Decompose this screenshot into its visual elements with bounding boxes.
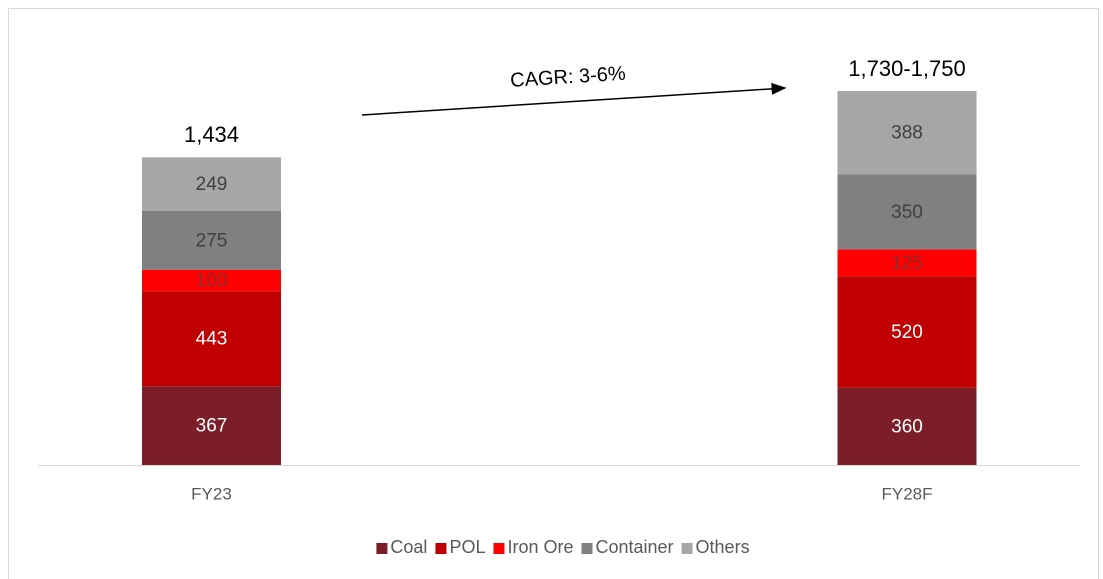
x-tick-label: FY23 bbox=[191, 484, 232, 503]
total-label: 1,434 bbox=[184, 122, 239, 147]
bar-segment bbox=[837, 387, 977, 465]
cagr-annotation: CAGR: 3-6% bbox=[510, 63, 627, 92]
data-label: 249 bbox=[196, 174, 228, 195]
bar-segment bbox=[837, 249, 977, 277]
data-label: 520 bbox=[891, 322, 923, 343]
data-label: 125 bbox=[891, 253, 923, 274]
legend-swatch bbox=[435, 543, 447, 554]
data-label: 360 bbox=[891, 416, 923, 437]
bar-segment bbox=[142, 386, 281, 465]
bar-segment bbox=[837, 174, 977, 250]
data-label: 100 bbox=[196, 270, 228, 291]
data-label: 275 bbox=[196, 230, 228, 251]
legend-label: Others bbox=[696, 537, 750, 557]
data-label: 443 bbox=[196, 329, 228, 350]
legend-label: Container bbox=[596, 537, 674, 557]
bar-segment bbox=[837, 276, 977, 388]
legend-swatch bbox=[376, 543, 388, 554]
legend-label: Coal bbox=[390, 537, 427, 557]
data-label: 350 bbox=[891, 202, 923, 223]
bar-segment bbox=[837, 91, 977, 175]
total-label: 1,730-1,750 bbox=[848, 56, 965, 81]
legend-label: POL bbox=[449, 537, 485, 557]
data-label: 388 bbox=[891, 123, 923, 144]
bar-segment bbox=[142, 157, 281, 211]
bar-segment bbox=[142, 269, 281, 292]
x-tick-label: FY28F bbox=[881, 484, 932, 503]
frame bbox=[8, 8, 1099, 579]
bar-segment bbox=[142, 210, 281, 270]
legend-swatch bbox=[493, 543, 505, 554]
bar-segment bbox=[142, 291, 281, 387]
legend-swatch bbox=[581, 543, 593, 554]
legend-swatch bbox=[681, 543, 693, 554]
legend-label: Iron Ore bbox=[507, 537, 573, 557]
data-label: 367 bbox=[196, 416, 228, 437]
cagr-arrow bbox=[361, 82, 787, 116]
